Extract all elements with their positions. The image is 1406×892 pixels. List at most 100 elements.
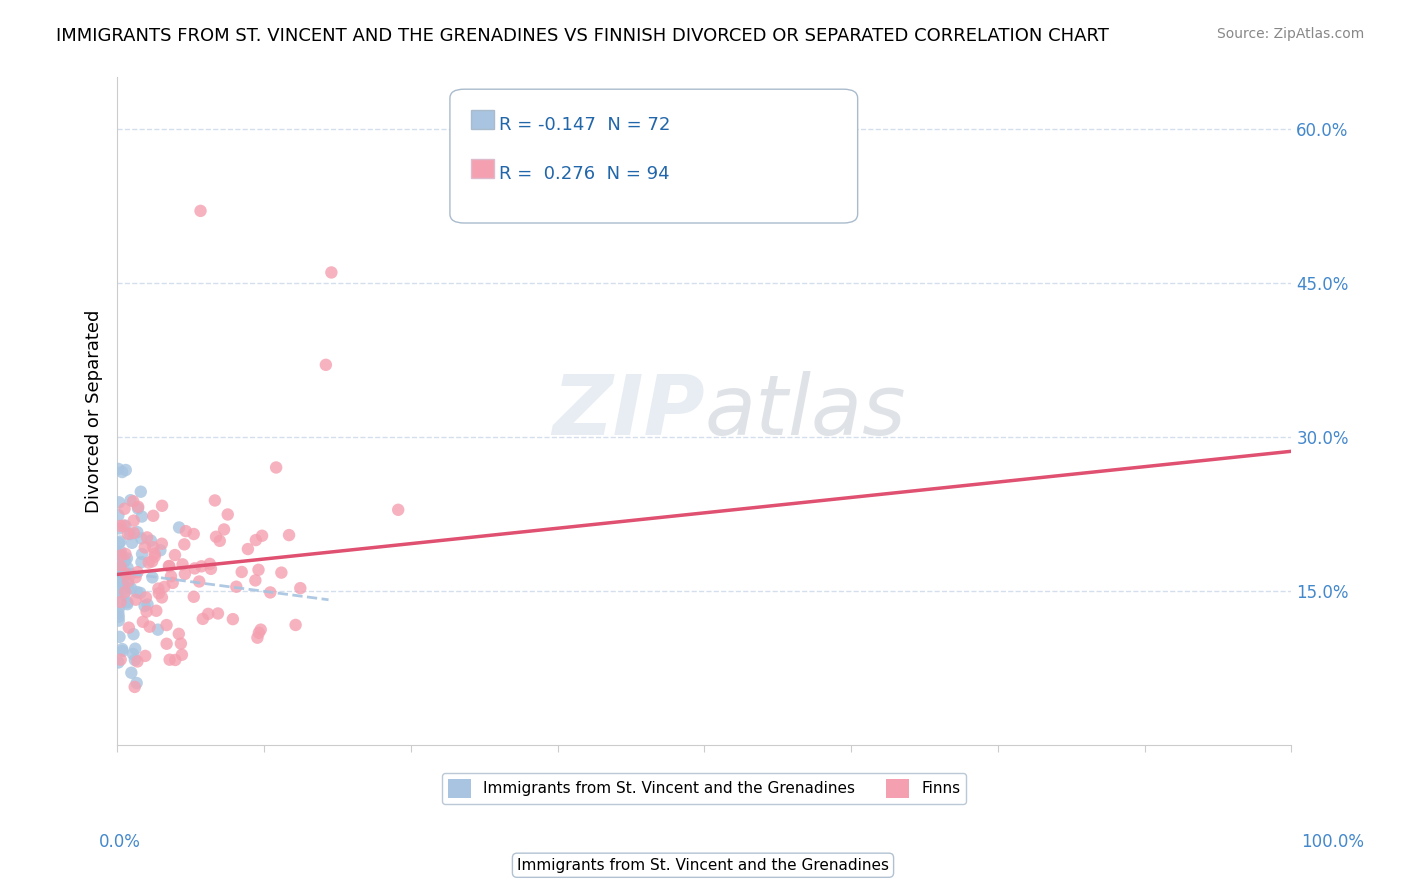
Immigrants from St. Vincent and the Grenadines bbox=[117, 595, 139, 609]
Immigrants from St. Vincent and the Grenadines bbox=[111, 644, 134, 658]
Finns bbox=[170, 636, 193, 650]
Immigrants from St. Vincent and the Grenadines bbox=[111, 576, 134, 591]
Finns bbox=[225, 580, 247, 594]
Immigrants from St. Vincent and the Grenadines bbox=[122, 627, 145, 641]
Immigrants from St. Vincent and the Grenadines bbox=[108, 495, 131, 509]
Immigrants from St. Vincent and the Grenadines bbox=[107, 558, 129, 572]
Finns bbox=[143, 547, 166, 561]
Immigrants from St. Vincent and the Grenadines bbox=[114, 518, 136, 533]
Finns bbox=[204, 493, 226, 508]
Immigrants from St. Vincent and the Grenadines bbox=[108, 521, 131, 535]
Immigrants from St. Vincent and the Grenadines bbox=[111, 642, 134, 657]
Finns bbox=[191, 612, 214, 626]
Immigrants from St. Vincent and the Grenadines bbox=[107, 462, 129, 476]
Immigrants from St. Vincent and the Grenadines bbox=[117, 561, 139, 575]
Immigrants from St. Vincent and the Grenadines bbox=[112, 555, 135, 569]
Immigrants from St. Vincent and the Grenadines bbox=[112, 552, 135, 566]
Finns bbox=[110, 653, 132, 667]
Finns bbox=[207, 607, 229, 621]
Finns bbox=[135, 605, 157, 619]
Immigrants from St. Vincent and the Grenadines bbox=[108, 550, 131, 565]
Immigrants from St. Vincent and the Grenadines bbox=[107, 550, 129, 565]
Finns bbox=[125, 592, 148, 607]
Y-axis label: Divorced or Separated: Divorced or Separated bbox=[86, 310, 103, 513]
Immigrants from St. Vincent and the Grenadines bbox=[117, 566, 139, 581]
Immigrants from St. Vincent and the Grenadines bbox=[108, 557, 131, 571]
Finns bbox=[250, 529, 273, 543]
Immigrants from St. Vincent and the Grenadines bbox=[108, 562, 131, 576]
Immigrants from St. Vincent and the Grenadines bbox=[108, 536, 131, 550]
Immigrants from St. Vincent and the Grenadines bbox=[129, 484, 152, 499]
Immigrants from St. Vincent and the Grenadines bbox=[115, 551, 138, 566]
Immigrants from St. Vincent and the Grenadines bbox=[121, 536, 143, 550]
Legend: Immigrants from St. Vincent and the Grenadines, Finns: Immigrants from St. Vincent and the Gren… bbox=[443, 772, 966, 804]
Finns bbox=[155, 618, 177, 632]
Immigrants from St. Vincent and the Grenadines bbox=[107, 614, 129, 628]
Immigrants from St. Vincent and the Grenadines bbox=[134, 599, 156, 613]
Immigrants from St. Vincent and the Grenadines bbox=[124, 653, 146, 667]
Finns bbox=[124, 680, 146, 694]
Finns bbox=[114, 501, 136, 516]
Finns bbox=[245, 574, 267, 588]
Finns bbox=[236, 542, 259, 557]
Immigrants from St. Vincent and the Grenadines bbox=[112, 588, 135, 602]
Finns bbox=[222, 612, 245, 626]
Text: atlas: atlas bbox=[704, 370, 905, 451]
Immigrants from St. Vincent and the Grenadines bbox=[108, 573, 131, 587]
Immigrants from St. Vincent and the Grenadines bbox=[120, 582, 142, 596]
Finns bbox=[183, 561, 205, 575]
Finns bbox=[127, 500, 149, 514]
Finns bbox=[117, 527, 139, 541]
Immigrants from St. Vincent and the Grenadines bbox=[131, 555, 153, 569]
Finns bbox=[110, 595, 132, 609]
Immigrants from St. Vincent and the Grenadines bbox=[146, 623, 169, 637]
Finns bbox=[231, 565, 253, 579]
Finns bbox=[183, 527, 205, 541]
Finns bbox=[200, 562, 222, 576]
Finns bbox=[153, 580, 176, 594]
Immigrants from St. Vincent and the Grenadines bbox=[124, 641, 146, 656]
Immigrants from St. Vincent and the Grenadines bbox=[107, 656, 129, 670]
Immigrants from St. Vincent and the Grenadines bbox=[117, 576, 139, 591]
Finns bbox=[110, 549, 132, 563]
Finns bbox=[156, 637, 179, 651]
Immigrants from St. Vincent and the Grenadines bbox=[107, 569, 129, 583]
Finns bbox=[188, 574, 211, 589]
Text: Source: ZipAtlas.com: Source: ZipAtlas.com bbox=[1216, 27, 1364, 41]
Text: 100.0%: 100.0% bbox=[1301, 833, 1364, 851]
Finns bbox=[145, 604, 167, 618]
Immigrants from St. Vincent and the Grenadines bbox=[107, 590, 129, 604]
Immigrants from St. Vincent and the Grenadines bbox=[125, 585, 148, 599]
Immigrants from St. Vincent and the Grenadines bbox=[108, 578, 131, 592]
Finns bbox=[278, 528, 301, 542]
Finns bbox=[315, 358, 337, 372]
Immigrants from St. Vincent and the Grenadines bbox=[111, 573, 134, 587]
Immigrants from St. Vincent and the Grenadines bbox=[131, 547, 153, 561]
Finns bbox=[198, 557, 221, 571]
Text: R =  0.276  N = 94: R = 0.276 N = 94 bbox=[499, 165, 669, 183]
Immigrants from St. Vincent and the Grenadines bbox=[120, 493, 142, 508]
Finns bbox=[132, 615, 155, 629]
Immigrants from St. Vincent and the Grenadines bbox=[107, 508, 129, 523]
Finns bbox=[217, 508, 239, 522]
Immigrants from St. Vincent and the Grenadines bbox=[149, 543, 172, 558]
Finns bbox=[162, 575, 184, 590]
Finns bbox=[160, 569, 183, 583]
Finns bbox=[142, 508, 165, 523]
Finns bbox=[190, 559, 212, 574]
Finns bbox=[165, 653, 187, 667]
Finns bbox=[249, 623, 271, 637]
Immigrants from St. Vincent and the Grenadines bbox=[110, 549, 132, 564]
Immigrants from St. Vincent and the Grenadines bbox=[167, 520, 190, 534]
Finns bbox=[208, 533, 231, 548]
Finns bbox=[387, 503, 409, 517]
Text: IMMIGRANTS FROM ST. VINCENT AND THE GRENADINES VS FINNISH DIVORCED OR SEPARATED : IMMIGRANTS FROM ST. VINCENT AND THE GREN… bbox=[56, 27, 1109, 45]
Finns bbox=[247, 563, 270, 577]
Finns bbox=[245, 533, 267, 547]
Finns bbox=[183, 590, 205, 604]
Finns bbox=[118, 621, 141, 635]
Immigrants from St. Vincent and the Grenadines bbox=[117, 597, 139, 611]
Immigrants from St. Vincent and the Grenadines bbox=[127, 525, 149, 540]
Finns bbox=[122, 514, 145, 528]
Finns bbox=[114, 566, 136, 581]
